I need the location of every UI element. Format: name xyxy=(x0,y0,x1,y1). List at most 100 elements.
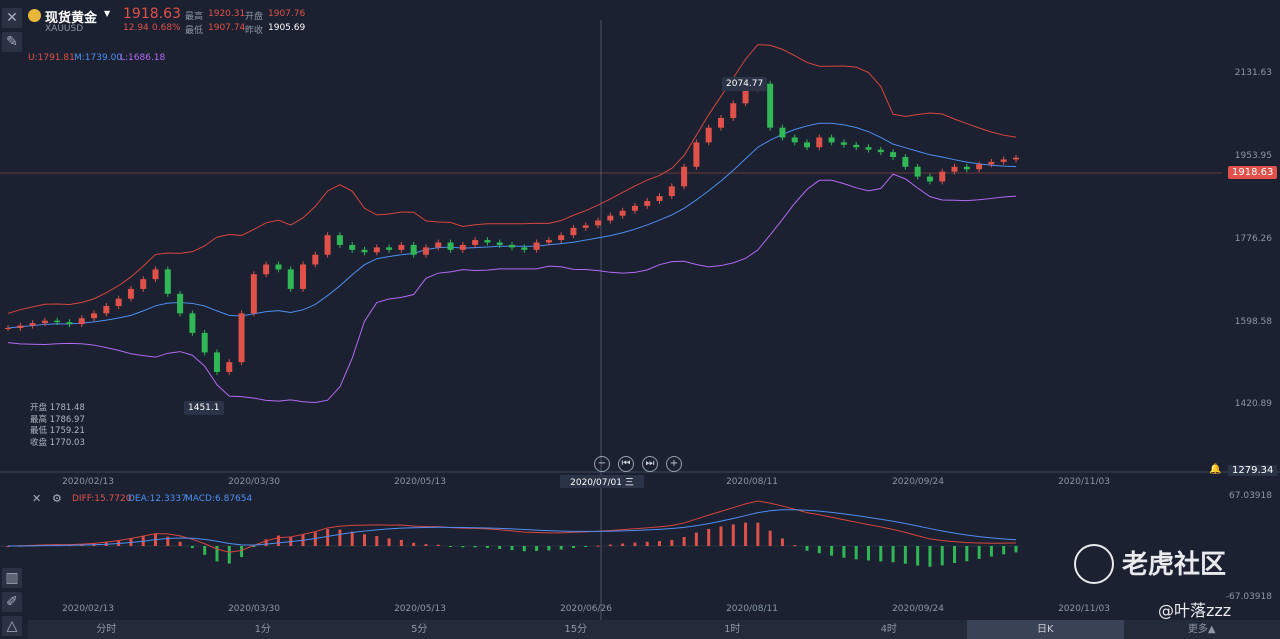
tab-4hour[interactable]: 4时 xyxy=(880,624,897,635)
candle-body xyxy=(521,247,528,250)
macd-bar xyxy=(227,546,231,564)
macd-bar xyxy=(547,546,551,551)
tab-15min[interactable]: 15分 xyxy=(564,624,588,635)
macd-bar xyxy=(608,544,612,546)
macd-bar xyxy=(510,546,514,551)
candle-body xyxy=(54,320,61,323)
candle-body xyxy=(91,313,98,319)
candle-body xyxy=(1013,157,1019,160)
macd-bar xyxy=(965,546,969,562)
rewind-button[interactable]: ⏮ xyxy=(618,456,634,472)
macd-bar xyxy=(584,546,588,547)
candle-body xyxy=(349,244,356,250)
macd-bar xyxy=(535,546,539,551)
macd-bar xyxy=(203,546,207,555)
candle-body xyxy=(914,166,921,177)
macd-bar xyxy=(412,542,416,546)
macd-bar xyxy=(953,546,957,564)
candle-body xyxy=(877,149,884,153)
candle-body xyxy=(238,313,245,363)
ohlc-close: 收盘 1770.03 xyxy=(30,437,85,448)
chevron-down-icon[interactable]: ▼ xyxy=(104,9,111,18)
crosshair-date-tag: 2020/07/01 三 xyxy=(560,475,644,488)
candle-body xyxy=(631,205,638,211)
instrument-title[interactable]: 现货黄金 xyxy=(45,11,98,26)
macd-bar xyxy=(830,546,834,556)
candles-group xyxy=(5,80,1019,375)
draw-tool-icon[interactable]: ✎ xyxy=(2,32,22,52)
candle-body xyxy=(890,152,897,158)
macd-bar xyxy=(485,546,489,548)
candle-body xyxy=(595,220,602,226)
min-price-label: 1451.1 xyxy=(184,401,224,415)
macd-bar xyxy=(879,546,883,562)
macd-bar xyxy=(916,546,920,566)
candle-body xyxy=(705,127,712,143)
candle-body xyxy=(791,137,798,143)
candle-body xyxy=(300,264,307,289)
tab-timeshare[interactable]: 分时 xyxy=(96,624,117,635)
candle-body xyxy=(373,247,380,253)
tab-1hour[interactable]: 1时 xyxy=(724,624,741,635)
price-change: 12.94 xyxy=(123,23,149,33)
zoom-out-button[interactable]: − xyxy=(594,456,610,472)
macd-bar xyxy=(571,546,575,548)
forward-button[interactable]: ⏭ xyxy=(642,456,658,472)
candle-body xyxy=(570,227,577,236)
price-tick: 1420.89 xyxy=(1234,399,1272,409)
candle-body xyxy=(816,137,823,148)
candle-body xyxy=(152,269,159,280)
candle-body xyxy=(17,325,24,329)
max-price-label: 2074.77 xyxy=(722,77,768,91)
macd-bar xyxy=(276,535,280,546)
tab-more[interactable]: 更多▲ xyxy=(1187,624,1216,635)
macd-bar xyxy=(842,546,846,558)
gear-icon[interactable]: ⚙ xyxy=(52,492,62,505)
candle-body xyxy=(5,328,11,330)
close-macd-icon[interactable]: ✕ xyxy=(32,492,42,505)
macd-diff-legend: DIFF:15.7720 xyxy=(72,494,132,504)
zoom-in-button[interactable]: + xyxy=(666,456,682,472)
ohlc-panel: 开盘 1781.48 最高 1786.97 最低 1759.21 收盘 1770… xyxy=(30,403,85,449)
shape-icon[interactable]: △ xyxy=(2,616,22,636)
tab-1min[interactable]: 1分 xyxy=(254,624,271,635)
tab-5min[interactable]: 5分 xyxy=(411,624,428,635)
candle-body xyxy=(644,200,651,206)
tab-daily[interactable]: 日K xyxy=(967,620,1124,639)
candle-body xyxy=(804,142,811,148)
macd-bar xyxy=(190,546,194,549)
macd-bar xyxy=(215,546,219,562)
macd-bar xyxy=(240,546,244,558)
candle-body xyxy=(840,142,847,145)
x-tick: 2020/05/13 xyxy=(394,477,446,487)
candle-body xyxy=(902,157,909,167)
gold-coin-icon xyxy=(28,9,41,22)
macd-bar xyxy=(694,532,698,546)
macd-bar xyxy=(6,546,10,547)
candle-body xyxy=(828,137,835,143)
price-tick: 1953.95 xyxy=(1234,151,1272,161)
close-icon[interactable]: ✕ xyxy=(2,8,22,28)
last-price: 1918.63 xyxy=(123,6,181,22)
price-tick: 1776.26 xyxy=(1234,234,1272,244)
macd-bar xyxy=(658,541,662,546)
candle-body xyxy=(115,298,122,307)
indicator-icon[interactable]: ▥ xyxy=(2,568,22,588)
pen-icon[interactable]: ✐ xyxy=(2,592,22,612)
instrument-symbol: XAUUSD xyxy=(45,24,84,34)
macd-bar xyxy=(326,529,330,546)
macd-dea-line xyxy=(7,509,1017,547)
timeframe-bar: 分时 1分 5分 15分 1时 4时 日K 更多▲ xyxy=(28,620,1280,639)
candle-body xyxy=(177,293,184,314)
candle-body xyxy=(127,288,134,299)
candle-body xyxy=(742,88,749,104)
ohlc-open: 开盘 1781.48 xyxy=(30,403,85,413)
candle-body xyxy=(336,235,343,245)
candle-body xyxy=(558,235,565,241)
current-price-tag: 1918.63 xyxy=(1228,166,1278,179)
prev-close-label: 昨收 xyxy=(245,26,264,36)
bell-icon[interactable]: 🔔 xyxy=(1209,464,1222,475)
macd-bar xyxy=(166,536,170,546)
open-label: 开盘 xyxy=(245,12,264,22)
